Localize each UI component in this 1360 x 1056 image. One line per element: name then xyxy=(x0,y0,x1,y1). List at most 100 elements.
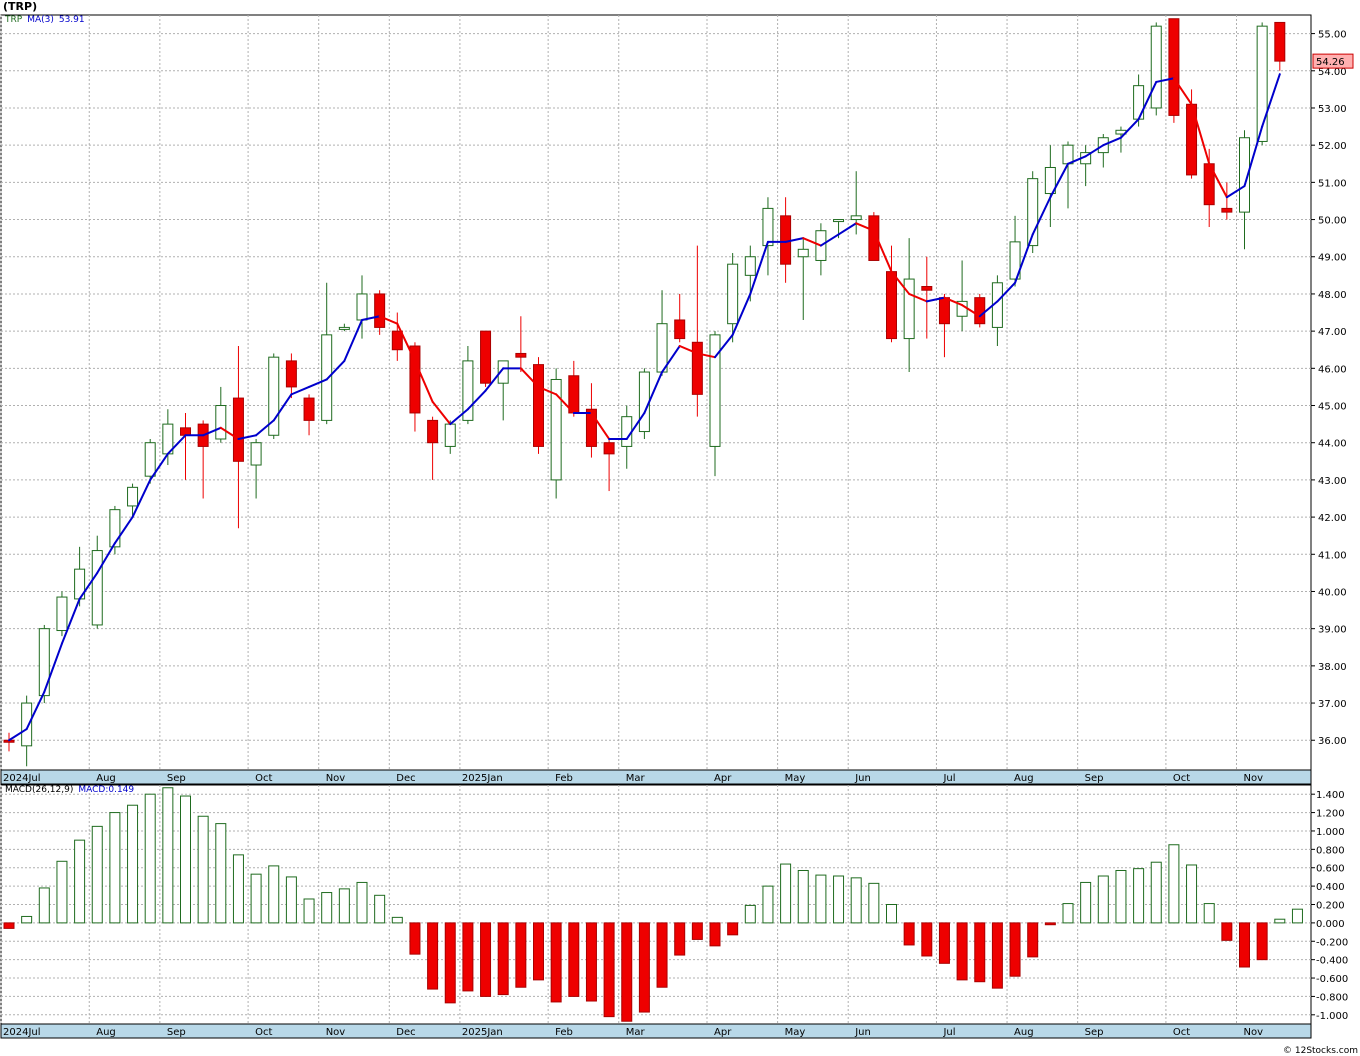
ma-segment xyxy=(255,419,275,437)
candle-body xyxy=(550,378,562,481)
date-label: Sep xyxy=(167,1027,186,1038)
date-label: Sep xyxy=(1085,1027,1104,1038)
candle-body xyxy=(1274,21,1286,62)
candle-body xyxy=(250,442,262,466)
macd-bar xyxy=(1256,922,1268,961)
ma-segment xyxy=(1137,80,1158,121)
macd-bar xyxy=(533,922,544,981)
macd-value: MACD:0.149 xyxy=(78,785,135,795)
macd-bar xyxy=(1274,918,1286,924)
candle-body xyxy=(533,364,544,447)
candle-body xyxy=(338,326,350,330)
ma-segment xyxy=(413,359,434,403)
macd-bar xyxy=(868,882,880,924)
macd-tick-label: -0.200 xyxy=(1316,937,1348,948)
price-tick-label: 53.00 xyxy=(1318,104,1347,115)
macd-bar xyxy=(921,922,933,957)
macd-bar xyxy=(250,873,262,924)
macd-bar xyxy=(144,793,156,924)
date-label: 2024Jul xyxy=(3,773,41,784)
macd-bar xyxy=(621,922,633,1022)
candle-body xyxy=(938,297,950,325)
macd-bar xyxy=(3,922,15,929)
date-label: Aug xyxy=(1014,773,1034,784)
ma-segment xyxy=(1119,118,1140,139)
ma-segment xyxy=(43,642,63,693)
candle-body xyxy=(1133,85,1145,120)
macd-bar xyxy=(797,869,809,924)
macd-tick-label: 0.000 xyxy=(1316,919,1345,930)
price-tick-label: 45.00 xyxy=(1318,402,1347,413)
macd-bar xyxy=(727,922,739,936)
date-label: Oct xyxy=(1173,1027,1190,1038)
macd-bar xyxy=(268,865,280,924)
date-label: Aug xyxy=(96,773,116,784)
macd-bar xyxy=(321,892,333,924)
ma-segment xyxy=(802,237,822,247)
ma-segment xyxy=(60,597,81,645)
candle-body xyxy=(515,352,527,358)
macd-bar xyxy=(1239,922,1250,968)
candle-body xyxy=(691,341,703,395)
macd-bar xyxy=(1044,922,1056,926)
ma-segment xyxy=(1031,196,1052,236)
candle-body xyxy=(356,293,368,321)
macd-bar xyxy=(285,876,297,924)
candle-body xyxy=(232,397,244,462)
ma-segment xyxy=(661,345,681,374)
macd-tick-label: 1.200 xyxy=(1316,809,1345,820)
macd-bar xyxy=(956,922,968,981)
ma-segment xyxy=(784,237,805,243)
ma-segment xyxy=(1014,233,1034,284)
candle-body xyxy=(886,271,897,340)
macd-tick-label: 1.400 xyxy=(1316,790,1345,801)
macd-bar xyxy=(444,922,456,1004)
macd-bar xyxy=(1080,881,1092,924)
price-grid xyxy=(0,14,1312,771)
ma-segment xyxy=(96,542,116,574)
candle-body xyxy=(1256,25,1268,142)
date-label: May xyxy=(785,773,806,784)
macd-bar xyxy=(338,888,350,924)
ma-segment xyxy=(431,400,452,426)
candle-body xyxy=(56,596,68,632)
candle-body xyxy=(744,256,756,276)
macd-bar xyxy=(515,922,527,988)
macd-tick-label: -0.600 xyxy=(1316,974,1348,985)
date-label: Oct xyxy=(1173,773,1190,784)
macd-bar xyxy=(850,877,862,924)
candle-body xyxy=(833,219,845,223)
ma-segment xyxy=(890,270,911,295)
macd-bar xyxy=(91,825,103,924)
macd-bar xyxy=(391,916,403,924)
candle-body xyxy=(374,293,386,328)
macd-bar xyxy=(974,922,986,983)
macd-grid xyxy=(0,784,1312,1025)
candle-body xyxy=(568,375,580,414)
date-label: Nov xyxy=(326,1027,346,1038)
macd-bar xyxy=(1291,908,1303,924)
ma-segment xyxy=(996,281,1017,303)
date-label: 2025Jan xyxy=(462,773,503,784)
date-label: Sep xyxy=(1085,773,1104,784)
ma-segment xyxy=(731,292,752,336)
macd-bar xyxy=(180,795,191,924)
ma-segment xyxy=(855,222,875,232)
ma-segment xyxy=(272,393,293,422)
price-tick-label: 44.00 xyxy=(1318,439,1347,450)
date-label: Mar xyxy=(626,1027,646,1038)
date-label: Mar xyxy=(626,773,646,784)
macd-bar xyxy=(638,922,650,1013)
date-label: Apr xyxy=(714,1027,732,1038)
date-label: Jun xyxy=(854,773,871,784)
ma-segment xyxy=(978,300,999,318)
price-tick-label: 39.00 xyxy=(1318,625,1347,636)
macd-bar xyxy=(603,922,615,1018)
price-tick-label: 41.00 xyxy=(1318,550,1347,561)
candle-body xyxy=(497,360,509,384)
ma-segment xyxy=(1049,162,1069,199)
macd-bar xyxy=(744,904,756,924)
candle-body xyxy=(303,397,315,421)
ma-segment xyxy=(449,408,469,426)
candle-body xyxy=(850,215,862,221)
